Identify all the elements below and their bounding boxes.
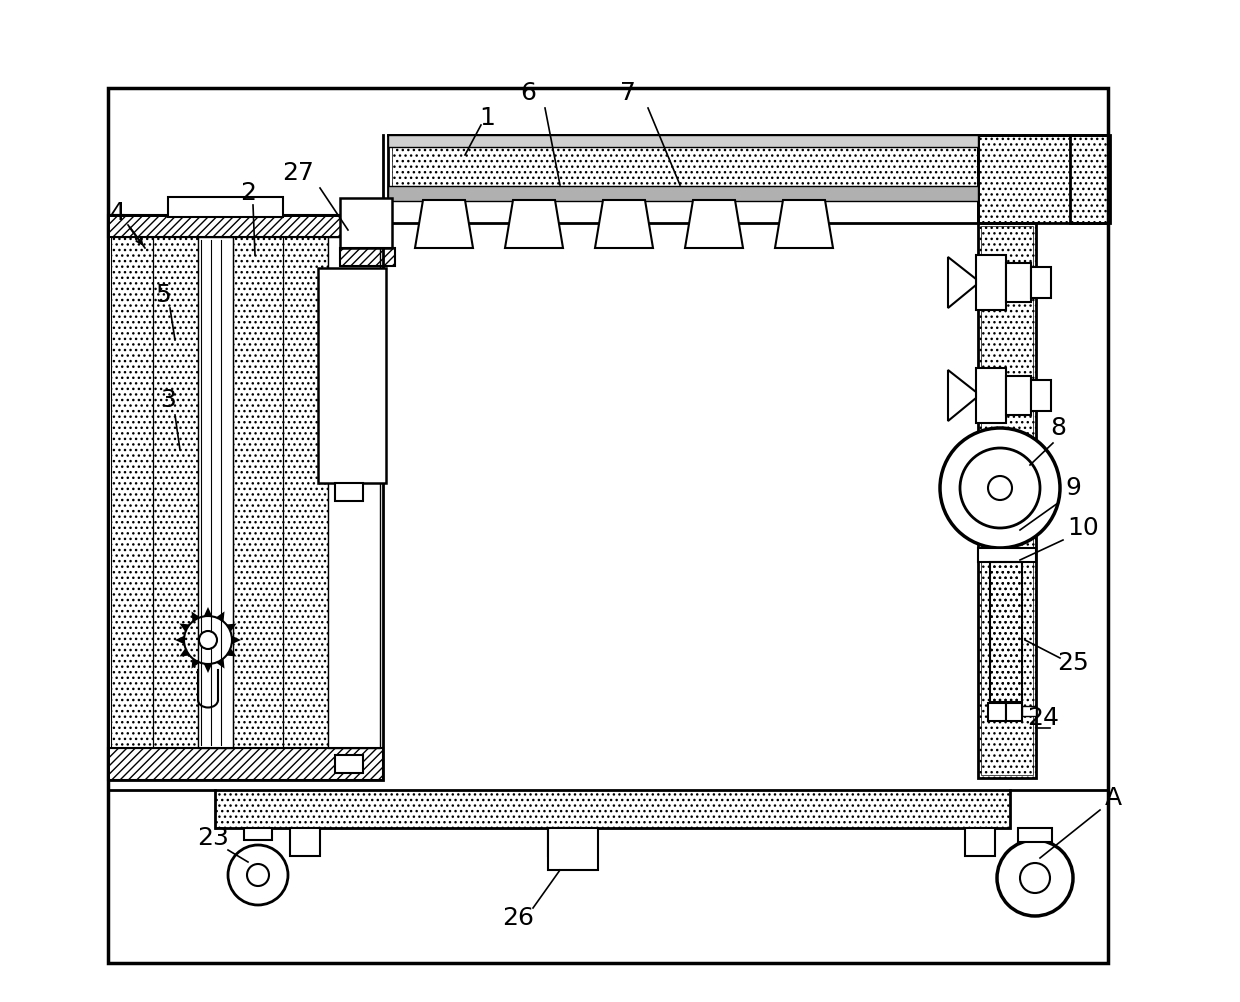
- Bar: [388, 135, 978, 147]
- Text: 24: 24: [1027, 706, 1059, 730]
- Polygon shape: [684, 200, 743, 248]
- Text: 7: 7: [620, 81, 636, 105]
- Polygon shape: [175, 635, 185, 644]
- Circle shape: [228, 845, 288, 905]
- Bar: [335, 483, 363, 501]
- Bar: [978, 135, 1109, 223]
- Polygon shape: [415, 200, 472, 248]
- Bar: [687, 139, 742, 185]
- Bar: [1030, 380, 1052, 411]
- Bar: [777, 139, 831, 185]
- Bar: [417, 139, 471, 185]
- Polygon shape: [227, 623, 237, 632]
- Text: 9: 9: [1065, 476, 1081, 500]
- Bar: [233, 237, 283, 748]
- Bar: [108, 215, 383, 780]
- Bar: [388, 186, 978, 201]
- Text: 27: 27: [281, 161, 314, 185]
- Bar: [1022, 706, 1035, 716]
- Polygon shape: [595, 200, 653, 248]
- Text: 10: 10: [1068, 516, 1099, 540]
- Text: 6: 6: [520, 81, 536, 105]
- Circle shape: [940, 428, 1060, 548]
- Polygon shape: [203, 663, 212, 673]
- Bar: [340, 248, 396, 266]
- Polygon shape: [232, 635, 241, 644]
- Text: 8: 8: [1050, 416, 1066, 440]
- Polygon shape: [180, 648, 190, 656]
- Polygon shape: [216, 611, 224, 621]
- Bar: [978, 548, 1035, 562]
- Bar: [329, 237, 379, 748]
- Bar: [108, 748, 383, 780]
- Polygon shape: [949, 370, 976, 421]
- Polygon shape: [180, 623, 190, 632]
- Circle shape: [997, 840, 1073, 916]
- Text: 4: 4: [110, 201, 126, 225]
- Bar: [1030, 267, 1052, 298]
- Bar: [990, 562, 1022, 702]
- Polygon shape: [949, 257, 976, 308]
- Bar: [507, 139, 560, 185]
- Polygon shape: [203, 607, 212, 616]
- Bar: [965, 828, 994, 856]
- Text: 1: 1: [479, 106, 495, 130]
- Bar: [548, 828, 578, 856]
- Text: 23: 23: [197, 826, 229, 850]
- Bar: [198, 237, 233, 748]
- Text: 5: 5: [155, 283, 171, 307]
- Bar: [215, 790, 1011, 828]
- Bar: [340, 198, 392, 248]
- Polygon shape: [216, 658, 224, 668]
- Polygon shape: [227, 648, 237, 656]
- Bar: [167, 197, 283, 217]
- Bar: [988, 703, 1006, 721]
- Bar: [1006, 376, 1030, 415]
- Bar: [1006, 703, 1022, 721]
- Bar: [1018, 828, 1052, 842]
- Bar: [290, 828, 320, 856]
- Bar: [548, 828, 598, 870]
- Circle shape: [198, 631, 217, 649]
- Polygon shape: [191, 658, 200, 668]
- Polygon shape: [775, 200, 833, 248]
- Bar: [108, 215, 383, 237]
- Text: 26: 26: [502, 906, 534, 930]
- Bar: [153, 237, 198, 748]
- Bar: [976, 255, 1006, 310]
- Text: A: A: [1105, 786, 1121, 810]
- Polygon shape: [191, 611, 200, 621]
- Text: 25: 25: [1058, 651, 1089, 675]
- Bar: [112, 237, 153, 748]
- Polygon shape: [505, 200, 563, 248]
- Bar: [981, 226, 1033, 775]
- Text: 2: 2: [241, 181, 255, 205]
- Text: 3: 3: [160, 388, 176, 412]
- Bar: [976, 368, 1006, 423]
- Circle shape: [988, 476, 1012, 500]
- Bar: [283, 237, 329, 748]
- Bar: [244, 828, 272, 840]
- Bar: [978, 223, 1035, 778]
- Circle shape: [1021, 863, 1050, 893]
- Bar: [1006, 263, 1030, 302]
- Circle shape: [960, 448, 1040, 528]
- Bar: [1070, 135, 1110, 223]
- Circle shape: [247, 864, 269, 886]
- Bar: [388, 135, 978, 223]
- Bar: [596, 139, 651, 185]
- Bar: [335, 755, 363, 773]
- Bar: [317, 268, 386, 483]
- Bar: [392, 138, 977, 186]
- Bar: [108, 88, 1109, 963]
